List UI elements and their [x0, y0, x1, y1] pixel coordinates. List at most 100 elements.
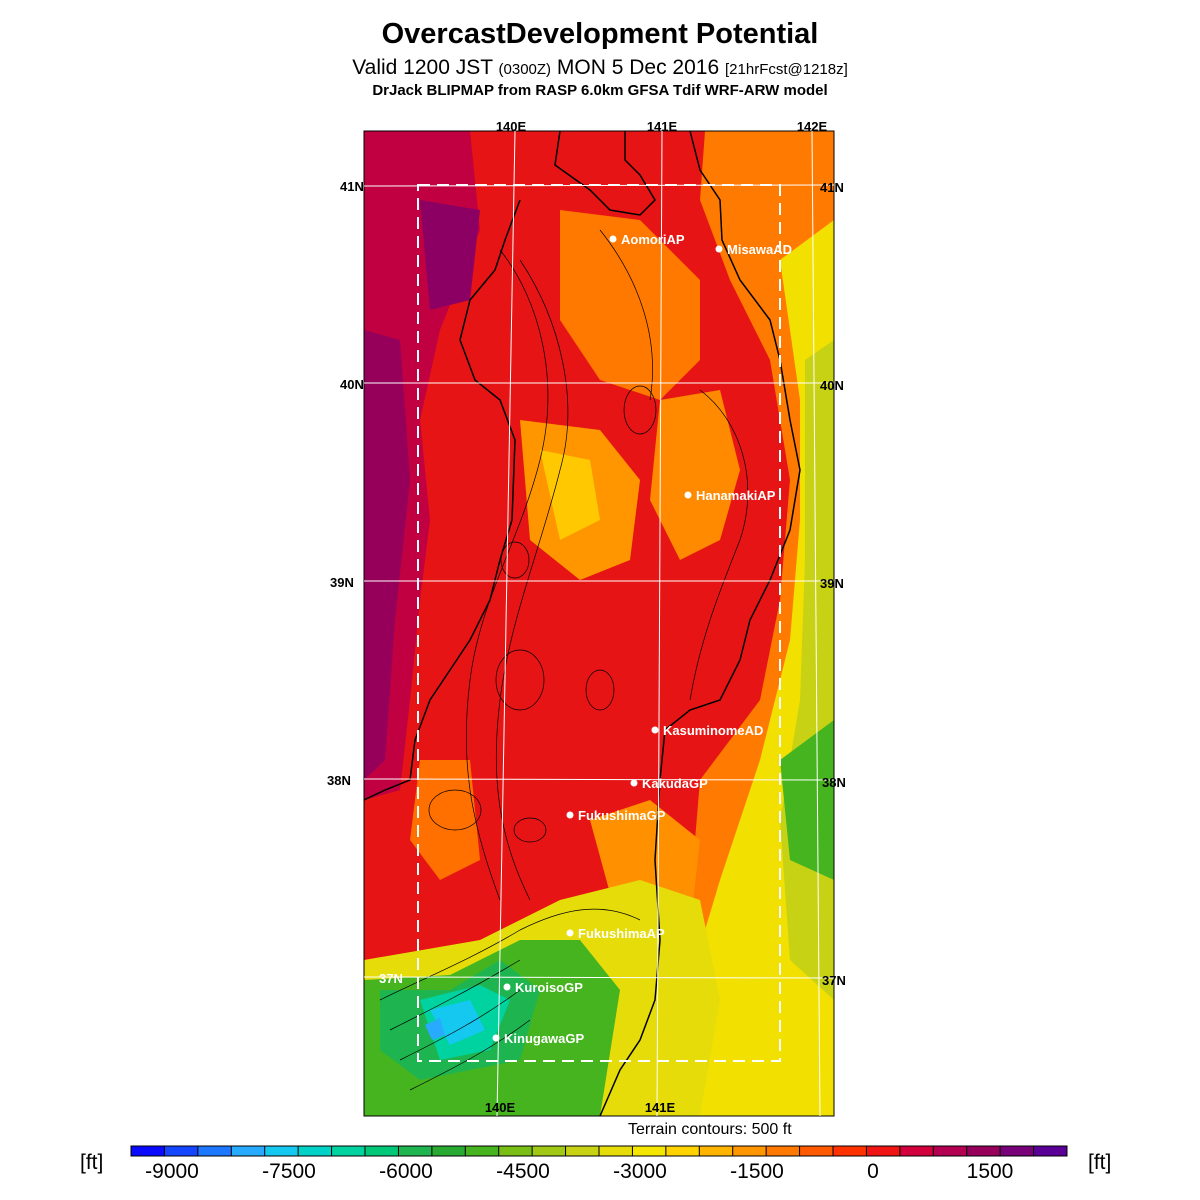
colorbar-frame — [130, 1145, 1068, 1157]
lon-label-bottom-141e: 141E — [645, 1100, 676, 1115]
station-kuroiso-gp[interactable]: KuroisoGP — [503, 980, 584, 995]
valid-time-line: Valid 1200 JST (0300Z) MON 5 Dec 2016 [2… — [0, 56, 1200, 80]
model-line: DrJack BLIPMAP from RASP 6.0km GFSA Tdif… — [372, 82, 828, 99]
field-raster — [364, 131, 834, 1116]
station-label: MisawaAD — [727, 242, 792, 257]
station-marker — [715, 245, 723, 253]
station-label: KakudaGP — [642, 776, 708, 791]
valid-prefix: Valid 1200 JST — [352, 56, 493, 79]
lat-label-left-37n: 37N — [379, 971, 403, 986]
colorbar-swatch — [665, 1146, 700, 1156]
station-label: FukushimaGP — [578, 808, 666, 823]
colorbar-swatch — [966, 1146, 1001, 1156]
terrain-contours — [379, 229, 749, 1091]
utc-time: (0300Z) — [498, 61, 552, 78]
field-inland-yellow-mid — [540, 450, 600, 540]
colorbar-swatch — [1033, 1146, 1068, 1156]
station-marker — [492, 1034, 500, 1042]
colorbar-swatch — [532, 1146, 567, 1156]
map-frame — [363, 130, 835, 1117]
field-east-green — [780, 720, 834, 880]
colorbar-swatch — [398, 1146, 433, 1156]
field-inland-orange-west — [410, 760, 480, 880]
colorbar-swatch — [599, 1146, 633, 1156]
inner-domain-box — [417, 184, 781, 1062]
station-fukushima-ap[interactable]: FukushimaAP — [566, 926, 666, 941]
colorbar-swatch — [264, 1146, 299, 1156]
colorbar-swatch — [231, 1146, 266, 1156]
colorbar-tick-label: 1500 — [967, 1160, 1014, 1183]
page-title: OvercastDevelopment Potential — [381, 18, 819, 50]
colorbar-swatch — [799, 1146, 834, 1156]
lat-label-left-38n: 38N — [327, 773, 351, 788]
station-marker — [651, 726, 659, 734]
colorbar-tick-label: 0 — [867, 1160, 879, 1183]
station-hanamaki-ap[interactable]: HanamakiAP — [684, 488, 776, 503]
field-nw-purple — [420, 200, 480, 310]
colorbar-swatch — [632, 1146, 667, 1156]
colorbar-swatch — [699, 1146, 734, 1156]
station-label: HanamakiAP — [696, 488, 776, 503]
stations: AomoriAP MisawaAD HanamakiAP KasuminomeA… — [492, 232, 793, 1046]
colorbar-unit-left: [ft] — [80, 1151, 104, 1174]
lat-label-left-39n: 39N — [330, 575, 354, 590]
lat-label-right-39n: 39N — [820, 576, 844, 591]
lon-label-top-141e: 141E — [647, 119, 678, 134]
lon-label-top-142e: 142E — [797, 119, 828, 134]
station-label: FukushimaAP — [578, 926, 665, 941]
station-misawa-ad[interactable]: MisawaAD — [715, 242, 793, 257]
lon-label-top-140e: 140E — [496, 119, 527, 134]
station-marker — [566, 811, 574, 819]
colorbar-swatch — [331, 1146, 366, 1156]
station-kakuda-gp[interactable]: KakudaGP — [630, 776, 709, 791]
station-marker — [630, 779, 638, 787]
colorbar-swatch — [933, 1146, 968, 1156]
station-fukushima-gp[interactable]: FukushimaGP — [566, 808, 666, 823]
colorbar-swatch — [1000, 1146, 1035, 1156]
lat-label-right-37n: 37N — [822, 973, 846, 988]
colorbar-tick-label: -6000 — [379, 1160, 433, 1183]
field-west-purple — [364, 330, 410, 780]
colorbar-tick-label: -7500 — [262, 1160, 316, 1183]
lat-label-right-41n: 41N — [820, 180, 844, 195]
colorbar-swatch — [732, 1146, 767, 1156]
colorbar-tick-label: -9000 — [145, 1160, 199, 1183]
station-marker — [609, 235, 617, 243]
colorbar-swatch — [766, 1146, 801, 1156]
forecast-info: [21hrFcst@1218z] — [725, 61, 848, 78]
lat-label-right-40n: 40N — [820, 378, 844, 393]
lon-label-bottom-140e: 140E — [485, 1100, 516, 1115]
colorbar-swatch — [899, 1146, 934, 1156]
colorbar-swatch — [498, 1146, 533, 1156]
field-inland-orange-north — [560, 210, 700, 400]
station-marker — [566, 929, 574, 937]
colorbar-tick-label: -1500 — [730, 1160, 784, 1183]
colorbar-swatch — [164, 1146, 199, 1156]
station-label: AomoriAP — [621, 232, 685, 247]
colorbar-swatch — [365, 1146, 399, 1156]
station-kasuminome-ad[interactable]: KasuminomeAD — [651, 723, 764, 738]
station-aomori-ap[interactable]: AomoriAP — [609, 232, 685, 247]
colorbar-unit-right: [ft] — [1088, 1151, 1112, 1174]
station-label: KinugawaGP — [504, 1031, 585, 1046]
station-marker — [684, 491, 692, 499]
colorbar-swatch — [197, 1146, 232, 1156]
colorbar-swatch — [465, 1146, 500, 1156]
station-label: KuroisoGP — [515, 980, 583, 995]
lat-label-right-38n: 38N — [822, 775, 846, 790]
colorbar-swatch — [298, 1146, 333, 1156]
field-inland-orange-east — [650, 390, 740, 560]
station-kinugawa-gp[interactable]: KinugawaGP — [492, 1031, 585, 1046]
station-label: KasuminomeAD — [663, 723, 763, 738]
lat-label-left-41n: 41N — [340, 179, 364, 194]
colorbar-swatch — [866, 1146, 901, 1156]
valid-date: MON 5 Dec 2016 — [556, 56, 720, 79]
lat-label-left-40n: 40N — [340, 377, 364, 392]
colorbar-tick-label: -4500 — [496, 1160, 550, 1183]
coastline — [364, 131, 801, 1116]
colorbar-swatch — [131, 1146, 165, 1156]
colorbar-swatch — [833, 1146, 867, 1156]
colorbar-swatch — [431, 1146, 466, 1156]
colorbar-tick-label: -3000 — [613, 1160, 667, 1183]
